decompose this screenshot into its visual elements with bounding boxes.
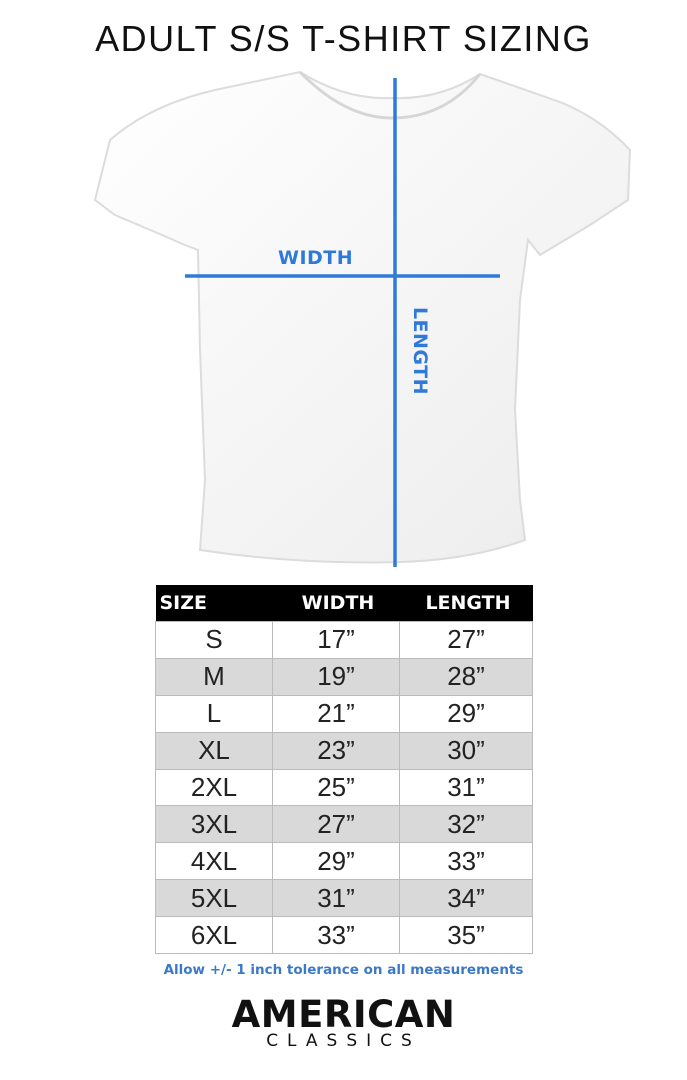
cell-width: 19”: [272, 657, 400, 696]
cell-width: 25”: [272, 768, 400, 807]
cell-size: 3XL: [155, 805, 273, 844]
cell-size: XL: [155, 731, 273, 770]
cell-size: 2XL: [155, 768, 273, 807]
cell-length: 29”: [399, 694, 533, 733]
table-row: S 17” 27”: [155, 621, 533, 659]
table-row: 4XL 29” 33”: [155, 842, 533, 881]
table-row: 5XL 31” 34”: [155, 879, 533, 918]
page-title: ADULT S/S T-SHIRT SIZING: [95, 18, 592, 59]
cell-width: 33”: [272, 916, 400, 955]
cell-size: M: [155, 657, 273, 696]
header-width: WIDTH: [272, 585, 400, 622]
table-header: SIZE WIDTH LENGTH: [155, 585, 533, 622]
cell-size: L: [155, 694, 273, 733]
cell-width: 23”: [272, 731, 400, 770]
cell-width: 31”: [272, 879, 400, 918]
cell-length: 27”: [399, 621, 533, 659]
cell-length: 28”: [399, 657, 533, 696]
header-length: LENGTH: [399, 585, 533, 622]
cell-size: S: [155, 621, 273, 659]
cell-length: 31”: [399, 768, 533, 807]
tolerance-note: Allow +/- 1 inch tolerance on all measur…: [163, 962, 524, 978]
cell-length: 35”: [399, 916, 533, 955]
table-row: M 19” 28”: [155, 657, 533, 696]
cell-width: 21”: [272, 694, 400, 733]
cell-width: 29”: [272, 842, 400, 881]
cell-width: 27”: [272, 805, 400, 844]
header-size: SIZE: [155, 585, 273, 622]
table-row: 2XL 25” 31”: [155, 768, 533, 807]
brand-logo-line2: CLASSICS: [266, 1031, 421, 1051]
table-row: 3XL 27” 32”: [155, 805, 533, 844]
tshirt-diagram: [93, 70, 632, 567]
tshirt-shape: [93, 70, 632, 564]
cell-length: 32”: [399, 805, 533, 844]
table-row: L 21” 29”: [155, 694, 533, 733]
cell-size: 4XL: [155, 842, 273, 881]
cell-length: 34”: [399, 879, 533, 918]
cell-length: 30”: [399, 731, 533, 770]
cell-length: 33”: [399, 842, 533, 881]
cell-size: 5XL: [155, 879, 273, 918]
size-table: SIZE WIDTH LENGTH S 17” 27” M 19” 28” L 21” 29” X…: [155, 585, 533, 955]
width-label: WIDTH: [278, 247, 354, 269]
table-row: XL 23” 30”: [155, 731, 533, 770]
table-row: 6XL 33” 35”: [155, 916, 533, 955]
cell-width: 17”: [272, 621, 400, 659]
cell-size: 6XL: [155, 916, 273, 955]
brand-logo-line1: AMERICAN: [231, 993, 456, 1036]
length-label: LENGTH: [409, 306, 431, 396]
